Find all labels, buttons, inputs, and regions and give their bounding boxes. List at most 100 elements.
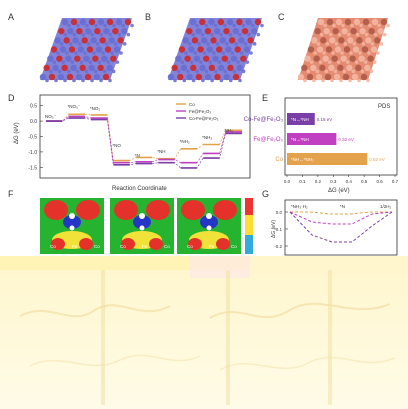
structure-b-atom: [210, 32, 214, 37]
structure-b-atom: [238, 37, 245, 44]
structure-b-atom: [241, 27, 249, 35]
structure-a-atom: [99, 78, 103, 83]
structure-c-atom: [361, 46, 369, 53]
structure-b-atom: [219, 78, 224, 83]
chart-e-xlabel: ΔG (eV): [328, 188, 350, 194]
chart-e-xtick-label: 0.3: [330, 179, 337, 184]
chart-d-ytick-label: -1.5: [28, 165, 37, 171]
structure-a-atom: [77, 42, 82, 46]
chart-g-frame: [284, 199, 398, 256]
structure-a-atom: [94, 23, 98, 28]
structure-b-atom: [182, 37, 189, 44]
structure-b-atom: [230, 51, 235, 55]
chart-d-step-label: *NO: [112, 143, 121, 148]
panel-label-g: G: [262, 189, 269, 199]
structure-b-atom: [256, 32, 261, 37]
structure-b-atom: [221, 55, 228, 62]
charge-density-atom-label: Co: [164, 244, 170, 249]
structure-c-atom: [359, 27, 366, 35]
structure-a-atom: [88, 18, 96, 26]
structure-a-atom: [79, 64, 86, 72]
structure-a-atom: [67, 27, 74, 35]
structure-c-atom: [335, 18, 343, 26]
chart-d-step-label: *NO₃⁻: [67, 104, 80, 109]
structure-a-atom: [63, 37, 70, 44]
structure-b-atom: [208, 64, 216, 72]
structure-b-atom: [238, 78, 242, 83]
chart-e-frame: [284, 97, 398, 176]
structure-b-atom: [223, 73, 230, 81]
structure-c-atom: [312, 78, 316, 83]
structure-c-atom: [373, 32, 378, 37]
structure-c-atom: [328, 32, 333, 37]
structure-b-atom: [199, 18, 206, 26]
structure-c-atom: [359, 23, 363, 28]
charge-density-atom-label: Co: [120, 244, 126, 249]
structure-b-atom: [204, 69, 209, 74]
structure-a-atom: [56, 55, 63, 62]
chart-d-series-line: [46, 116, 242, 164]
structure-b-atom: [186, 73, 193, 81]
structure-b-atom: [214, 73, 221, 81]
structure-c-atom: [362, 18, 370, 26]
structure-c-atom: [386, 23, 390, 28]
structure-a-atom: [95, 46, 103, 53]
chart-d: 0.5 0.0 -0.5 -1.0 -1.5 ΔG (eV) Reaction Coor…: [14, 94, 251, 192]
chart-g-series-2: [289, 211, 393, 225]
structure-a-atom: [119, 51, 123, 55]
structure-c-atom: [353, 18, 361, 26]
structure-c-atom: [320, 37, 327, 44]
chart-e-value-label: 0.32 eV: [338, 137, 354, 142]
structure-c-atom: [358, 55, 365, 62]
chart-e-title: PDS: [378, 104, 390, 110]
structure-c-atom: [317, 18, 325, 26]
structure-b-atom: [245, 18, 252, 26]
structure-a-atom: [115, 60, 120, 64]
structure-c-atom: [325, 46, 333, 53]
structure-c-atom: [380, 18, 388, 26]
structure-c-atom: [326, 18, 334, 26]
structure-b-atom: [173, 78, 177, 83]
chart-e-category-label: Co-Fe@Fe₂O₃: [244, 117, 284, 123]
structure-a-atom: [67, 23, 71, 28]
chart-e: PDS Co-Fe@Fe₂O₃ *N→*NH 0.18 eV Fe@Fe₂O₃ *N→*…: [244, 97, 399, 194]
chart-d-ytick-label: 0.5: [30, 104, 37, 110]
structure-a-atom: [106, 18, 114, 26]
structure-a-atom: [99, 32, 104, 37]
charge-density-map: Co Fe Co: [40, 198, 104, 254]
structure-b-atom: [206, 42, 211, 46]
structure-c-atom: [345, 60, 350, 64]
structure-a-atom: [83, 55, 90, 62]
structure-a-atom: [52, 64, 59, 72]
structure-c-atom: [315, 69, 320, 74]
structure-c-atom: [319, 64, 326, 72]
structure-c-atom: [377, 27, 384, 35]
structure-a-atom: [59, 42, 64, 46]
structure-a-atom: [66, 69, 71, 74]
structure-a-atom: [108, 78, 112, 83]
structure-c-atom: [361, 42, 366, 46]
structure-b-atom: [226, 60, 231, 64]
structure-b-atom: [184, 51, 188, 55]
structure-a-atom: [104, 46, 112, 53]
structure-c-atom: [346, 32, 351, 37]
structure-a-atom: [81, 37, 88, 44]
charge-density-atom-label: Co: [50, 244, 56, 249]
structure-c-atom: [338, 37, 345, 44]
structure-c-atom: [327, 60, 332, 64]
structure-a-atom: [75, 69, 80, 74]
structure-a-atom: [92, 55, 99, 62]
structure-c-atom: [310, 64, 317, 72]
chart-d-series-line: [46, 113, 242, 161]
chart-g-ytick-label: 0.0: [276, 210, 283, 215]
structure-a-atom: [74, 51, 78, 55]
chart-d-step-label: *NO₂: [90, 106, 101, 111]
structure-a-atom: [103, 23, 107, 28]
structure-c-atom: [352, 42, 357, 46]
structure-b-atom: [191, 32, 196, 37]
structure-a-atom: [90, 32, 95, 37]
structure-b-atom: [167, 73, 175, 81]
structure-c-atom: [309, 60, 314, 64]
structure-b-atom: [197, 46, 204, 53]
structure-c-atom: [367, 51, 371, 55]
